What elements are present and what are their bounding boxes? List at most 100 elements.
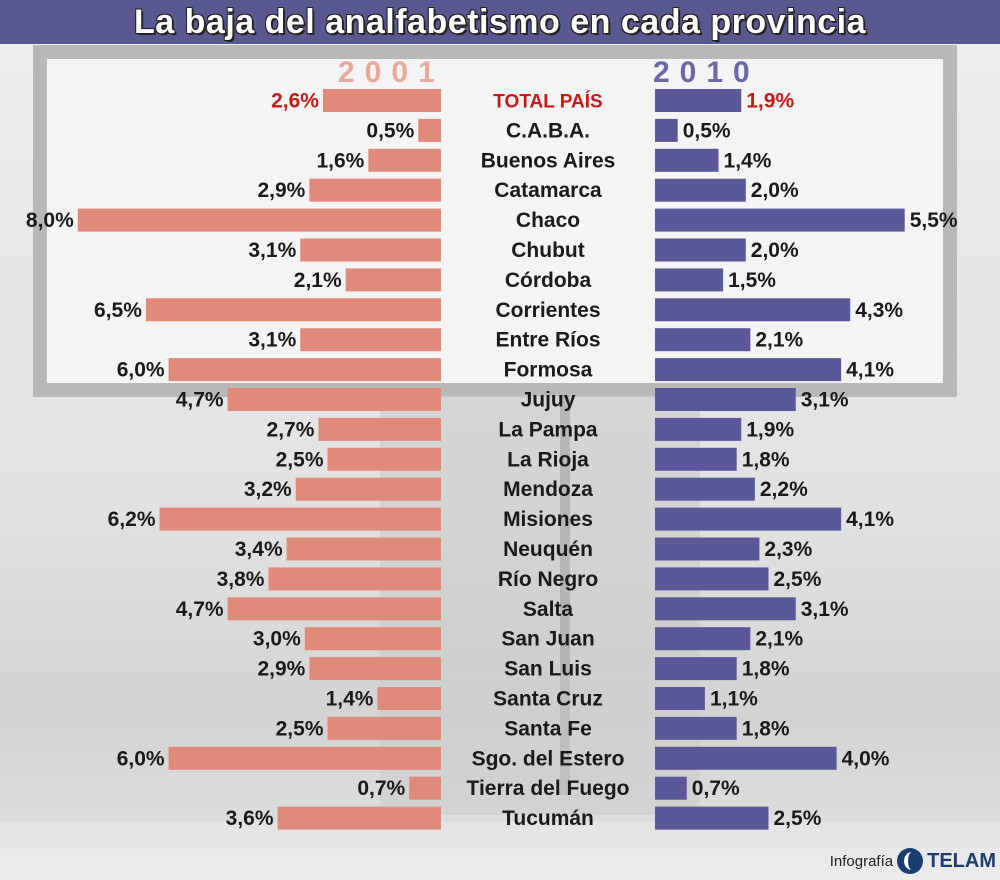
value-label-2001: 4,7% xyxy=(176,389,224,412)
value-label-2010: 1,9% xyxy=(746,418,794,441)
category-label: San Luis xyxy=(504,658,592,681)
category-label: Salta xyxy=(523,598,574,621)
bar-2001 xyxy=(277,806,441,830)
category-label: Córdoba xyxy=(505,269,592,292)
category-label: Santa Fe xyxy=(504,717,592,740)
credit: Infografía TELAM xyxy=(830,848,996,874)
category-label: Entre Ríos xyxy=(495,329,600,352)
value-label-2010: 3,1% xyxy=(801,598,849,621)
bar-2001 xyxy=(345,268,441,292)
bar-2010 xyxy=(655,118,678,142)
bar-2010 xyxy=(655,806,769,830)
value-label-2001: 3,1% xyxy=(248,329,296,352)
bar-2010 xyxy=(655,358,842,382)
value-label-2010: 0,5% xyxy=(683,119,731,142)
bar-2001 xyxy=(286,537,441,561)
legend-2001: 2001 xyxy=(338,56,445,89)
bar-2010 xyxy=(655,507,842,531)
value-label-2010: 4,1% xyxy=(846,508,894,531)
category-label: Tierra del Fuego xyxy=(467,777,630,800)
bar-2010 xyxy=(655,776,687,800)
bar-2010 xyxy=(655,477,755,501)
bar-2001 xyxy=(168,746,441,770)
value-label-2010: 1,1% xyxy=(710,688,758,711)
value-label-2001: 8,0% xyxy=(26,209,74,232)
category-label: Río Negro xyxy=(498,568,598,591)
value-label-2001: 0,7% xyxy=(357,777,405,800)
value-label-2001: 3,4% xyxy=(235,538,283,561)
category-label: Neuquén xyxy=(503,538,593,561)
bar-2001 xyxy=(418,118,441,142)
value-label-2001: 6,0% xyxy=(117,359,165,382)
value-label-2010: 2,0% xyxy=(751,179,799,202)
bar-2001 xyxy=(327,447,441,471)
value-label-2001: 2,5% xyxy=(276,448,324,471)
value-label-2001: 3,8% xyxy=(217,568,265,591)
bar-2010 xyxy=(655,388,796,411)
category-label: La Pampa xyxy=(498,418,598,441)
title-bar xyxy=(0,0,1000,44)
category-label: San Juan xyxy=(501,628,594,651)
bar-2001 xyxy=(377,687,441,710)
bar-2001 xyxy=(145,298,441,322)
value-label-2001: 6,0% xyxy=(117,747,165,770)
bar-2001 xyxy=(304,627,441,651)
value-label-2010: 2,1% xyxy=(755,329,803,352)
category-label: Jujuy xyxy=(521,389,576,412)
category-label: Buenos Aires xyxy=(481,149,616,172)
category-label: Misiones xyxy=(503,508,593,531)
bar-2001 xyxy=(295,477,441,501)
bar-2001 xyxy=(77,208,442,232)
value-label-2010: 1,8% xyxy=(742,658,790,681)
bar-2001 xyxy=(368,148,441,172)
category-label: Tucumán xyxy=(502,807,594,830)
bar-2010 xyxy=(655,178,746,202)
telam-logo-icon xyxy=(897,848,924,874)
category-label: TOTAL PAÍS xyxy=(493,91,602,113)
bar-2001 xyxy=(409,776,441,800)
value-label-2001: 2,5% xyxy=(276,717,324,740)
value-label-2010: 4,3% xyxy=(855,299,903,322)
value-label-2001: 6,5% xyxy=(94,299,142,322)
value-label-2010: 2,5% xyxy=(774,807,822,830)
bar-2001 xyxy=(268,567,441,591)
credit-label: Infografía xyxy=(829,852,894,870)
bar-2010 xyxy=(655,447,737,471)
bar-2001 xyxy=(322,89,441,112)
value-label-2001: 4,7% xyxy=(176,598,224,621)
bar-2010 xyxy=(655,597,796,621)
value-label-2010: 2,2% xyxy=(760,478,808,501)
bar-2010 xyxy=(655,89,742,112)
category-label: C.A.B.A. xyxy=(506,119,590,142)
bar-2001 xyxy=(227,597,441,621)
category-label: Chubut xyxy=(511,239,584,262)
value-label-2010: 2,1% xyxy=(755,628,803,651)
category-label: Santa Cruz xyxy=(493,688,603,711)
bar-2001 xyxy=(300,238,441,262)
value-label-2001: 3,6% xyxy=(226,807,274,830)
bar-2001 xyxy=(318,417,441,441)
value-label-2001: 2,1% xyxy=(294,269,342,292)
bar-2010 xyxy=(655,627,751,651)
bar-2010 xyxy=(655,417,742,441)
value-label-2001: 1,4% xyxy=(326,688,374,711)
value-label-2010: 1,8% xyxy=(742,717,790,740)
bar-2010 xyxy=(655,268,724,292)
category-label: Corrientes xyxy=(495,299,600,322)
value-label-2010: 1,5% xyxy=(728,269,776,292)
value-label-2010: 3,1% xyxy=(801,389,849,412)
bar-2010 xyxy=(655,746,837,770)
value-label-2010: 2,3% xyxy=(764,538,812,561)
value-label-2010: 1,4% xyxy=(724,149,772,172)
bar-2001 xyxy=(159,507,441,531)
category-label: Sgo. del Estero xyxy=(472,747,625,770)
bar-2010 xyxy=(655,298,851,322)
category-label: Catamarca xyxy=(494,179,602,202)
value-label-2001: 2,9% xyxy=(257,179,305,202)
bar-2010 xyxy=(655,687,705,710)
bar-2001 xyxy=(327,716,441,740)
value-label-2001: 2,9% xyxy=(257,658,305,681)
bar-2010 xyxy=(655,716,737,740)
category-label: Formosa xyxy=(504,359,593,382)
